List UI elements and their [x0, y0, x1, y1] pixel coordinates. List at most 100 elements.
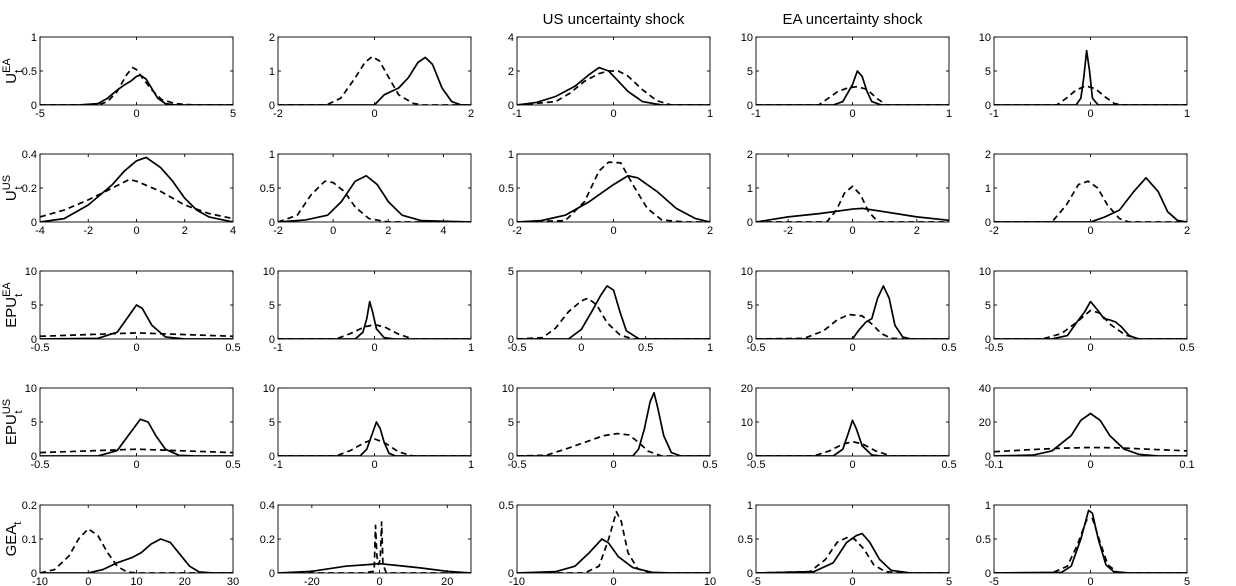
x-tick-label: 0.5 — [702, 459, 717, 471]
row-label-base: U — [3, 73, 20, 84]
density-curve-solid — [40, 418, 233, 456]
y-tick-label: 0.5 — [260, 183, 275, 195]
row-label-base: EPU — [3, 297, 20, 328]
y-tick-label: 0 — [31, 100, 37, 112]
density-curve-solid — [756, 285, 949, 339]
x-tick-label: 2 — [914, 225, 920, 237]
y-tick-label: 10 — [263, 266, 275, 278]
y-tick-label: 10 — [741, 32, 753, 44]
row-label-subscript: t — [13, 410, 25, 413]
y-tick-label: 10 — [979, 266, 991, 278]
y-tick-label: 0 — [508, 334, 514, 346]
row-label-text: GEAt — [3, 522, 24, 557]
y-tick-label: 1 — [747, 500, 753, 512]
y-tick-label: 0 — [747, 100, 753, 112]
y-tick-label: 1 — [985, 183, 991, 195]
y-tick-label: 0.2 — [22, 183, 37, 195]
density-curve-dashed — [756, 85, 949, 105]
y-tick-label: 0 — [269, 334, 275, 346]
y-tick-label: 0 — [269, 451, 275, 463]
row-label-superscript: EA — [1, 58, 13, 73]
density-curve-dashed — [517, 70, 710, 105]
panel-r2-c2: -2 0 2 400.51 — [260, 149, 472, 237]
density-curve-dashed — [278, 323, 471, 339]
y-tick-label: 0.1 — [22, 534, 37, 546]
x-tick-label: -5 — [35, 108, 45, 120]
x-tick-label: -1 — [989, 108, 999, 120]
row-label-1: UEAt — [1, 58, 25, 84]
density-curve-solid — [994, 412, 1187, 456]
x-tick-label: 0.5 — [225, 459, 240, 471]
y-tick-label: 5 — [31, 417, 37, 429]
x-tick-label: -2 — [273, 108, 283, 120]
x-tick-label: 30 — [227, 576, 239, 586]
density-curve-solid — [756, 532, 949, 573]
density-curve-dashed — [278, 521, 471, 573]
x-tick-label: 0 — [330, 225, 336, 237]
x-tick-label: 20 — [441, 576, 453, 586]
y-tick-label: 0 — [747, 217, 753, 229]
density-curve-dashed — [517, 510, 710, 573]
panel-r2-c1: -4 -2 0 2 4 0 0.2 0.4 — [22, 149, 236, 237]
x-tick-label: 10 — [130, 576, 142, 586]
density-curve-dashed — [517, 432, 710, 456]
y-tick-label: 0 — [31, 568, 37, 580]
x-tick-label: 0 — [610, 108, 616, 120]
density-curve-solid — [278, 300, 471, 339]
density-curve-solid — [40, 538, 233, 573]
y-tick-label: 0.5 — [738, 534, 753, 546]
y-tick-label: 4 — [508, 32, 514, 44]
x-tick-label: -0.5 — [31, 342, 50, 354]
x-tick-label: 0 — [377, 576, 383, 586]
y-tick-label: 1 — [31, 32, 37, 44]
density-curve-solid — [517, 391, 710, 456]
x-tick-label: 0 — [371, 342, 377, 354]
x-tick-label: 2 — [1184, 225, 1190, 237]
panel-r5-c5: -5 0 500.51 — [976, 500, 1190, 586]
x-tick-label: 5 — [946, 576, 952, 586]
density-curve-solid — [994, 49, 1187, 105]
x-tick-label: 2 — [385, 225, 391, 237]
row-label-5: GEAt — [3, 522, 24, 557]
x-tick-label: 0 — [610, 225, 616, 237]
row-label-4: EPUUSt — [1, 399, 25, 445]
x-tick-label: 5 — [1184, 576, 1190, 586]
density-curve-dashed — [40, 66, 233, 105]
y-tick-label: 0 — [31, 451, 37, 463]
density-curve-dashed — [40, 178, 233, 220]
y-tick-label: 10 — [25, 266, 37, 278]
y-tick-label: 10 — [25, 383, 37, 395]
x-tick-label: 2 — [182, 225, 188, 237]
y-tick-label: 0 — [747, 334, 753, 346]
column-title-1: US uncertainty shock — [543, 11, 685, 28]
y-tick-label: 10 — [263, 383, 275, 395]
y-tick-label: 0 — [508, 568, 514, 580]
density-curve-solid — [40, 74, 233, 105]
panel-r5-c4: -5 0 500.51 — [738, 500, 952, 586]
y-tick-label: 5 — [508, 266, 514, 278]
x-tick-label: 0.5 — [1179, 342, 1194, 354]
panel-r1-c1: -5 0 500.51 — [22, 32, 236, 120]
density-curve-dashed — [40, 332, 233, 338]
y-tick-label: 5 — [31, 300, 37, 312]
row-label-subscript: t — [13, 186, 25, 189]
x-tick-label: -4 — [35, 225, 45, 237]
y-tick-label: 2 — [985, 149, 991, 161]
y-tick-label: 0.2 — [260, 534, 275, 546]
y-tick-label: 1 — [508, 149, 514, 161]
density-curve-solid — [517, 285, 710, 339]
x-tick-label: 0 — [849, 225, 855, 237]
x-tick-label: 0 — [849, 576, 855, 586]
